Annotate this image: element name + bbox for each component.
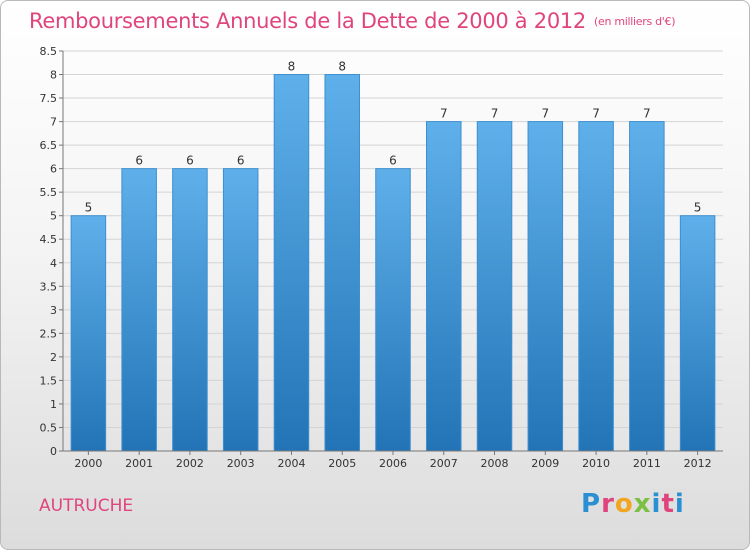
axes: 0 0.5 1 1.5 2 2.5 3 3.5 4 4.5 5 5.5 6 6.5 7 7.5 8 8.5 2000… <box>40 45 723 470</box>
bar-value-label: 6 <box>135 154 143 168</box>
y-tick-label: 0.5 <box>40 421 58 434</box>
bar-value-label: 7 <box>643 107 651 121</box>
chart-title: Remboursements Annuels de la Dette de 20… <box>29 9 675 33</box>
y-tick-label: 8 <box>50 69 57 82</box>
y-tick-label: 5.5 <box>40 186 58 199</box>
bar <box>426 121 462 452</box>
x-tick-label: 2009 <box>531 457 559 470</box>
y-tick-label: 4.5 <box>40 233 58 246</box>
bar <box>172 168 208 452</box>
bar-value-label: 5 <box>694 201 702 215</box>
bar <box>121 168 157 452</box>
y-tick-label: 1 <box>50 398 57 411</box>
x-tick-label: 2001 <box>125 457 153 470</box>
bar-value-label: 7 <box>440 107 448 121</box>
y-tick-label: 2 <box>50 351 57 364</box>
x-tick-label: 2012 <box>684 457 712 470</box>
y-tick-label: 7 <box>50 116 57 129</box>
bar <box>324 74 360 452</box>
x-tick-label: 2003 <box>227 457 255 470</box>
bar <box>578 121 614 452</box>
y-tick-label: 8.5 <box>40 45 58 58</box>
y-tick-label: 3.5 <box>40 280 58 293</box>
y-tick-label: 3 <box>50 304 57 317</box>
bar-value-label: 5 <box>85 201 93 215</box>
y-tick-label: 6 <box>50 163 57 176</box>
bar <box>375 168 411 452</box>
commune-name: AUTRUCHE <box>39 496 134 516</box>
y-tick-label: 7.5 <box>40 92 58 105</box>
x-tick-label: 2004 <box>277 457 305 470</box>
chart-unit: (en milliers d'€) <box>594 15 676 28</box>
bar <box>70 215 107 452</box>
bars: 5 6 6 6 8 8 6 7 7 7 7 7 5 <box>70 60 716 452</box>
bar-value-label: 7 <box>592 107 600 121</box>
y-tick-label: 4 <box>50 257 57 270</box>
x-tick-label: 2006 <box>379 457 407 470</box>
y-tick-label: 6.5 <box>40 139 58 152</box>
bar-value-label: 6 <box>389 154 397 168</box>
bar-value-label: 8 <box>288 60 296 74</box>
bar <box>629 121 665 452</box>
x-tick-label: 2010 <box>582 457 610 470</box>
bar-value-label: 6 <box>186 154 194 168</box>
bar-value-label: 7 <box>541 107 549 121</box>
proxiti-logo[interactable]: Proxiti <box>581 489 685 519</box>
x-tick-label: 2008 <box>481 457 509 470</box>
bar <box>679 215 716 452</box>
bar <box>273 74 310 452</box>
x-tick-label: 2005 <box>328 457 356 470</box>
y-tick-label: 2.5 <box>40 327 58 340</box>
y-tick-label: 5 <box>50 210 57 223</box>
x-tick-label: 2011 <box>633 457 661 470</box>
bar <box>222 168 259 452</box>
x-tick-label: 2007 <box>430 457 458 470</box>
y-tick-label: 0 <box>50 445 57 458</box>
x-tick-label: 2000 <box>74 457 102 470</box>
bar <box>476 121 513 452</box>
bar-value-label: 8 <box>338 60 346 74</box>
bar-value-label: 7 <box>491 107 499 121</box>
y-tick-label: 1.5 <box>40 374 58 387</box>
x-tick-label: 2002 <box>176 457 204 470</box>
chart-title-text: Remboursements Annuels de la Dette de 20… <box>29 9 586 33</box>
bar-value-label: 6 <box>237 154 245 168</box>
bar <box>527 121 564 452</box>
